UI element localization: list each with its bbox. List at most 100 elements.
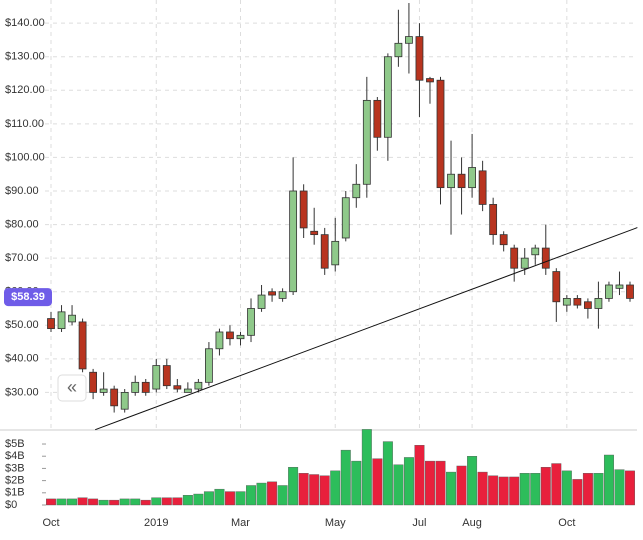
volume-bar bbox=[256, 482, 267, 506]
volume-bar bbox=[456, 465, 467, 506]
candle-body bbox=[394, 42, 403, 58]
candle-body bbox=[468, 167, 476, 189]
volume-bar bbox=[246, 485, 256, 506]
volume-bar bbox=[603, 454, 614, 506]
y-tick-label: $90.00 bbox=[5, 185, 39, 197]
candle-body bbox=[362, 99, 371, 185]
volume-bar bbox=[625, 470, 635, 506]
volume-tick-label: $3B bbox=[5, 462, 25, 474]
y-tick-label: $30.00 bbox=[5, 386, 39, 398]
candle-body bbox=[257, 294, 266, 309]
candle-body bbox=[594, 298, 603, 309]
y-tick-label: $140.00 bbox=[5, 17, 45, 29]
candle-body bbox=[573, 298, 582, 306]
candle-body bbox=[215, 331, 224, 350]
y-tick-label: $100.00 bbox=[5, 151, 45, 163]
x-tick-label: Aug bbox=[462, 517, 482, 529]
volume-bar bbox=[109, 499, 120, 506]
volume-bar bbox=[88, 498, 99, 506]
x-tick-label: Mar bbox=[231, 517, 250, 529]
candle-body bbox=[236, 334, 245, 340]
volume-bar bbox=[288, 466, 299, 506]
button-icon[interactable]: « bbox=[67, 377, 77, 397]
volume-bar bbox=[309, 474, 320, 506]
candle-body bbox=[173, 385, 182, 390]
candle-body bbox=[457, 173, 466, 189]
volume-bar bbox=[509, 476, 520, 506]
y-tick-label: $130.00 bbox=[5, 51, 45, 63]
candle-body bbox=[162, 365, 171, 387]
candle-body bbox=[510, 247, 519, 269]
candle-body bbox=[478, 170, 487, 205]
volume-tick-label: $4B bbox=[5, 450, 25, 462]
collapse-button[interactable]: « bbox=[57, 374, 87, 402]
volume-bar bbox=[551, 463, 562, 506]
candle-body bbox=[583, 301, 592, 309]
volume-bar bbox=[530, 473, 541, 506]
candle-body bbox=[99, 388, 108, 393]
x-tick-label: Jul bbox=[412, 517, 426, 529]
candle-body bbox=[520, 257, 529, 269]
candle-body bbox=[268, 291, 276, 296]
volume-bar bbox=[77, 497, 88, 506]
volume-bar bbox=[519, 473, 530, 506]
volume-bar bbox=[298, 473, 309, 506]
price-tag-label: $58.39 bbox=[11, 291, 45, 303]
candle-body bbox=[552, 271, 561, 303]
volume-bar bbox=[425, 460, 435, 506]
candle-body bbox=[289, 190, 298, 293]
candle-body bbox=[489, 204, 498, 236]
candle-body bbox=[415, 36, 424, 81]
volume-bar bbox=[193, 493, 204, 506]
candle-body bbox=[120, 392, 129, 410]
volume-bar bbox=[151, 497, 162, 506]
candle-body bbox=[47, 318, 55, 330]
volume-bar bbox=[319, 475, 330, 506]
candle-body bbox=[373, 99, 382, 138]
candle-body bbox=[131, 381, 140, 393]
candle-body bbox=[57, 311, 66, 330]
candle-body bbox=[531, 247, 540, 256]
y-tick-label: $40.00 bbox=[5, 353, 39, 365]
y-tick-label: $110.00 bbox=[5, 118, 44, 130]
volume-bar bbox=[467, 456, 478, 506]
button-box[interactable] bbox=[57, 374, 87, 402]
x-tick-label: May bbox=[325, 517, 346, 529]
candle-body bbox=[141, 381, 150, 393]
candle-body bbox=[562, 298, 571, 306]
volume-bar bbox=[351, 460, 362, 506]
volume-bar bbox=[435, 460, 446, 506]
volume-tick-label: $1B bbox=[5, 487, 25, 499]
candle-body bbox=[383, 56, 392, 138]
volume-bar bbox=[130, 498, 141, 506]
candle-body bbox=[426, 78, 434, 83]
volume-bar bbox=[446, 471, 457, 506]
volume-bar bbox=[224, 491, 235, 506]
x-tick-label: Oct bbox=[558, 517, 575, 529]
candle-body bbox=[68, 314, 76, 323]
volume-tick-label: $0 bbox=[5, 499, 17, 511]
candle-body bbox=[352, 183, 361, 199]
candle-body bbox=[310, 230, 319, 236]
x-tick-label: Oct bbox=[42, 517, 59, 529]
candle-body bbox=[299, 190, 308, 229]
y-tick-label: $50.00 bbox=[5, 319, 39, 331]
candle-body bbox=[110, 388, 119, 407]
price-tag bbox=[4, 288, 52, 307]
y-tick-label: $70.00 bbox=[5, 252, 39, 264]
candle-body bbox=[331, 240, 340, 266]
volume-bar bbox=[582, 473, 593, 506]
candle-body bbox=[615, 284, 624, 289]
volume-bar bbox=[403, 457, 414, 506]
candle-body bbox=[341, 197, 350, 239]
volume-bar bbox=[182, 495, 193, 506]
candle-body bbox=[436, 79, 445, 189]
volume-bar bbox=[498, 476, 509, 506]
candle-body bbox=[626, 284, 634, 299]
volume-bar bbox=[119, 498, 130, 506]
y-tick-label: $80.00 bbox=[5, 218, 39, 230]
volume-bar bbox=[277, 485, 288, 506]
volume-bar bbox=[540, 466, 551, 506]
volume-bar bbox=[67, 498, 78, 506]
